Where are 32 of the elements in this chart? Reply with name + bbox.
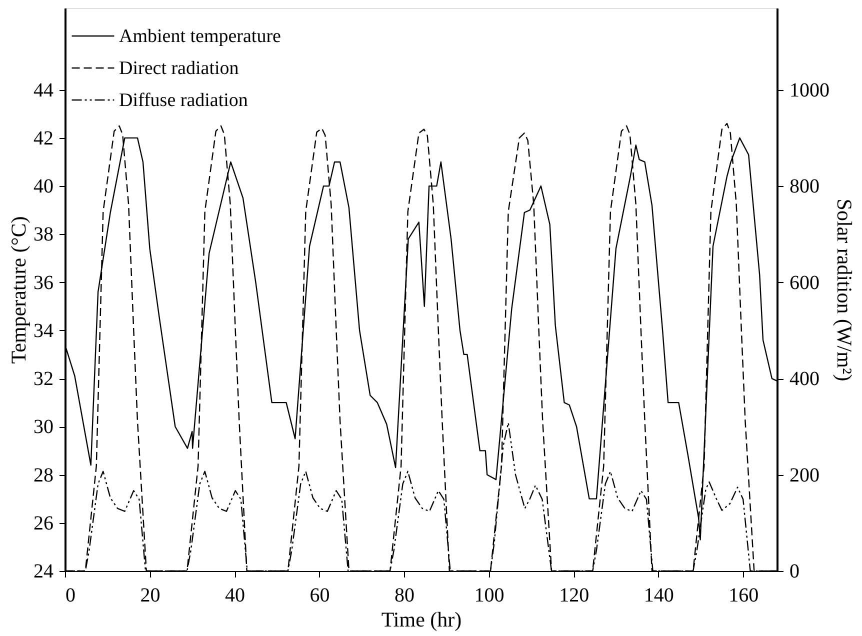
x-axis-title: Time (hr) [381,608,462,632]
x-tick-label: 160 [728,584,759,606]
y-tick-label: 40 [34,176,54,198]
x-tick-label: 60 [310,584,330,606]
y-axis-title: Temperature (°C) [6,216,30,364]
x-tick-label: 140 [644,584,674,606]
y-tick-label: 36 [34,272,54,294]
y-tick-label: 30 [34,416,54,438]
x-tick-label: 20 [140,584,160,606]
y-tick-label: 24 [34,560,54,582]
y-tick-label: 26 [34,512,54,534]
y-tick-label: 32 [34,368,54,390]
legend-label: Ambient temperature [119,26,281,47]
y-tick-label: 44 [34,79,54,102]
y-tick-label: 28 [34,464,54,486]
y2-tick-label: 800 [790,176,820,198]
legend-label: Diffuse radiation [119,90,248,111]
x-tick-label: 100 [474,584,504,606]
y-tick-label: 38 [34,224,54,246]
y-tick-label: 34 [34,320,54,342]
y-tick-label: 42 [34,127,54,150]
y2-tick-label: 200 [790,464,820,486]
x-tick-label: 120 [559,584,590,606]
y2-tick-label: 1000 [790,79,830,102]
x-tick-label: 0 [66,584,76,606]
x-tick-label: 40 [225,584,246,606]
y2-tick-label: 400 [790,368,820,390]
y2-tick-label: 0 [790,560,800,582]
y2-axis-title: Solar radition (W/m²) [832,198,856,382]
legend-label: Direct radiation [119,58,240,79]
y2-tick-label: 600 [790,272,820,294]
x-tick-label: 80 [394,584,415,606]
